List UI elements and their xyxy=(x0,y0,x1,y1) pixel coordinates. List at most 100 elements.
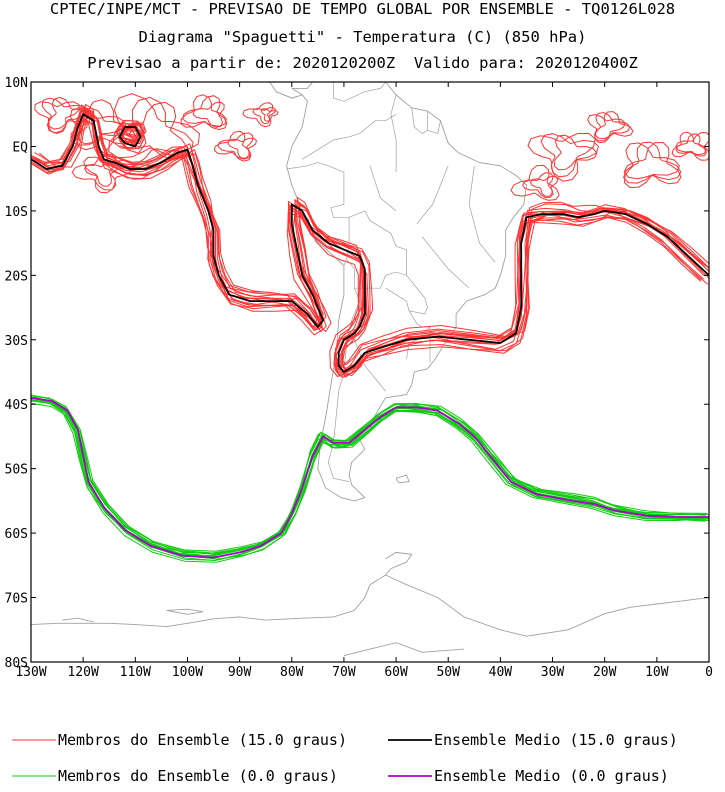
ensemble-member-line xyxy=(31,400,709,558)
ensemble-member-loop xyxy=(182,95,228,131)
legend-label: Ensemble Medio (0.0 graus) xyxy=(434,767,669,785)
ensemble-member-line xyxy=(38,120,702,370)
country-border xyxy=(411,107,428,135)
coastline xyxy=(31,551,413,628)
country-border xyxy=(317,133,360,150)
ensemble-member-loop xyxy=(69,107,125,151)
ensemble-member-loop xyxy=(227,137,257,159)
legend: Membros do Ensemble (15.0 graus) Ensemble… xyxy=(12,731,678,785)
ensemble-member-loop xyxy=(192,101,225,128)
ensemble-member-loop xyxy=(83,156,135,194)
ensemble-member-loop xyxy=(242,102,274,128)
ensemble-member-loop xyxy=(675,133,707,157)
ensemble-member-loop xyxy=(510,164,560,201)
chart-title-line-1: CPTEC/INPE/MCT - PREVISAO DE TEMPO GLOBA… xyxy=(49,0,676,18)
y-tick-label: 30S xyxy=(5,334,28,349)
country-border xyxy=(468,165,496,263)
coastline-layer xyxy=(31,82,709,657)
country-border xyxy=(346,258,407,289)
x-tick-label: 60W xyxy=(384,665,408,680)
ensemble-member-line xyxy=(31,400,709,557)
chart-title-line-2: Diagrama "Spaguetti" - Temperatura (C) (… xyxy=(138,28,587,46)
ensemble-member-loop xyxy=(623,141,682,185)
country-border xyxy=(416,165,449,225)
ensemble-member-loop xyxy=(48,96,89,130)
x-tick-label: 120W xyxy=(67,665,98,680)
legend-label: Membros do Ensemble (15.0 graus) xyxy=(58,731,347,749)
y-tick-label: 60S xyxy=(5,527,28,542)
legend-entry: Ensemble Medio (0.0 graus) xyxy=(388,767,669,785)
country-border xyxy=(421,236,470,289)
ensemble-member-loop xyxy=(623,141,682,184)
country-border xyxy=(390,94,397,173)
ensemble-member-loop xyxy=(594,112,631,142)
legend-label: Ensemble Medio (15.0 graus) xyxy=(434,731,678,749)
coastline xyxy=(286,82,527,502)
y-tick-label: EQ xyxy=(12,140,28,155)
ensemble-member-loop xyxy=(78,107,124,145)
country-border xyxy=(302,149,318,160)
ensemble-member-loop xyxy=(553,134,598,171)
x-tick-label: 50W xyxy=(436,665,460,680)
x-tick-label: 100W xyxy=(172,665,203,680)
y-tick-label: 10N xyxy=(5,76,28,91)
ensemble-mean-line xyxy=(31,396,709,559)
ensemble-member-line xyxy=(31,106,706,374)
country-border xyxy=(359,113,397,134)
ensemble-member-line xyxy=(31,397,708,552)
ensemble-member-loop xyxy=(213,130,252,160)
x-tick-label: 130W xyxy=(15,665,46,680)
ensemble-member-line xyxy=(31,116,706,366)
x-tick-label: 30W xyxy=(541,665,565,680)
x-tick-label: 0 xyxy=(705,665,713,680)
ensemble-member-line xyxy=(32,108,709,378)
country-border xyxy=(333,82,386,102)
y-tick-label: 20S xyxy=(5,269,28,284)
x-tick-label: 90W xyxy=(228,665,252,680)
plot-frame xyxy=(30,81,710,663)
ensemble-member-loop xyxy=(260,108,279,122)
ensemble-member-loop xyxy=(105,93,201,170)
legend-label: Membros do Ensemble (0.0 graus) xyxy=(58,767,338,785)
ensemble-mean-layer xyxy=(31,113,709,559)
x-axis-ticks: 130W 120W 110W 100W 90W 80W 70W 60W 50W 40W 30W 20W… xyxy=(15,82,713,680)
country-border xyxy=(327,288,360,482)
ensemble-member-line xyxy=(32,110,709,372)
ensemble-member-loop xyxy=(529,175,559,197)
legend-entry: Membros do Ensemble (15.0 graus) xyxy=(12,731,347,749)
y-tick-label: 80S xyxy=(5,656,28,671)
x-tick-label: 40W xyxy=(489,665,513,680)
ensemble-member-loop xyxy=(540,133,600,178)
ensemble-member-loop xyxy=(675,132,709,161)
ensemble-member-loop xyxy=(527,132,596,182)
coastline xyxy=(385,574,709,637)
coastline xyxy=(62,617,94,623)
x-tick-label: 20W xyxy=(593,665,617,680)
country-border xyxy=(348,210,407,276)
coastline xyxy=(269,82,303,99)
ensemble-member-loop xyxy=(112,101,188,161)
ensemble-member-line xyxy=(31,109,709,378)
legend-entry: Ensemble Medio (15.0 graus) xyxy=(388,731,678,749)
ensemble-member-loop xyxy=(521,172,554,199)
ensemble-member-line xyxy=(31,115,709,374)
ensemble-member-loop xyxy=(108,96,194,159)
ensemble-members-layer xyxy=(31,93,709,563)
ensemble-member-loop xyxy=(594,111,634,140)
chart-title-line-3: Previsao a partir de: 2020120200Z Valido… xyxy=(87,54,638,72)
legend-entry: Membros do Ensemble (0.0 graus) xyxy=(12,767,338,785)
country-border xyxy=(385,275,428,315)
x-tick-label: 10W xyxy=(645,665,669,680)
y-axis-ticks: 10N EQ 10S 20S 30S 40S 50S 60S 70S 80S xyxy=(5,76,709,671)
ensemble-member-line xyxy=(31,394,706,561)
ensemble-member-loop xyxy=(217,132,254,162)
coastline xyxy=(395,474,410,484)
ensemble-mean-line xyxy=(31,113,709,373)
coastline xyxy=(166,608,204,615)
x-tick-label: 110W xyxy=(120,665,151,680)
y-tick-label: 70S xyxy=(5,592,28,607)
ensemble-member-line xyxy=(32,114,705,371)
coastline xyxy=(343,642,464,657)
ensemble-mean-line xyxy=(118,126,142,148)
